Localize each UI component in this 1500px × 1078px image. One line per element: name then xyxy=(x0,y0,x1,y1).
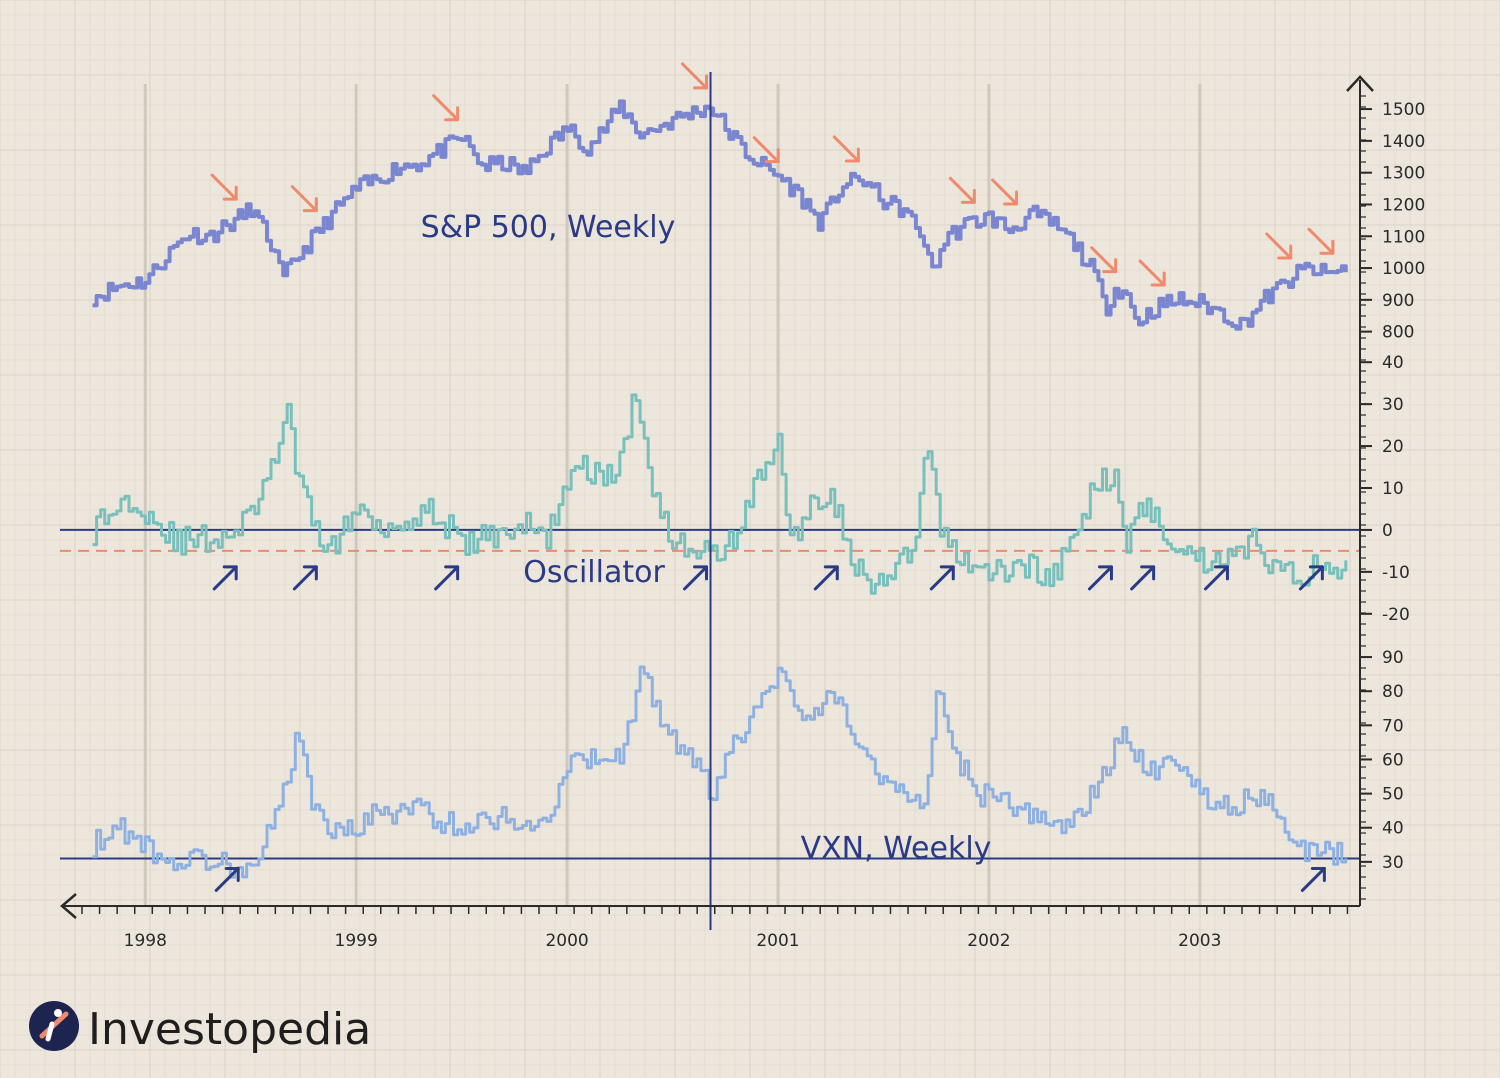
vxn-buy-signal-arrows xyxy=(214,866,1326,892)
y-tick-label: -10 xyxy=(1382,563,1410,583)
y-tick-label: 20 xyxy=(1382,437,1404,457)
buy-arrow-icon xyxy=(1087,565,1113,591)
buy-signal-arrows xyxy=(212,565,1324,591)
y-tick-label: 30 xyxy=(1382,853,1404,873)
y-tick-label: 10 xyxy=(1382,479,1404,499)
y-tick-label: 80 xyxy=(1382,682,1404,702)
sell-arrow-icon xyxy=(210,173,238,201)
y-axis xyxy=(1346,75,1374,906)
buy-arrow-icon xyxy=(292,565,318,591)
sell-arrow-icon xyxy=(1138,259,1166,287)
y-tick-label: 800 xyxy=(1382,323,1414,343)
sell-arrow-icon xyxy=(432,94,460,122)
sell-arrow-icon xyxy=(752,136,780,164)
buy-arrow-icon xyxy=(214,866,240,892)
y-tick-label: 1500 xyxy=(1382,100,1425,120)
buy-arrow-icon xyxy=(813,565,839,591)
y-tick-label: 70 xyxy=(1382,716,1404,736)
sp500-series-line xyxy=(92,99,1348,331)
x-tick-label: 2002 xyxy=(967,931,1010,951)
x-axis-arrow-icon xyxy=(60,893,77,919)
x-axis: 1998 1999 2000 2001 2002 2003 xyxy=(60,893,1360,951)
investopedia-logo-icon xyxy=(29,1001,79,1051)
brand-logo: Investopedia xyxy=(29,1001,371,1055)
x-tick-label: 2000 xyxy=(545,931,588,951)
sell-arrow-icon xyxy=(991,178,1019,206)
buy-arrow-icon xyxy=(1203,565,1229,591)
brand-name: Investopedia xyxy=(88,1004,371,1055)
buy-arrow-icon xyxy=(212,565,238,591)
y-tick-label: -20 xyxy=(1382,605,1410,625)
vxn-y-axis-ticks: 30 40 50 60 70 80 90 xyxy=(1360,648,1404,873)
oscillator-y-axis-ticks: -20 -10 0 10 20 30 40 xyxy=(1360,353,1410,625)
year-gridlines xyxy=(143,84,1202,906)
oscillator-series-line xyxy=(92,393,1348,595)
y-tick-label: 1200 xyxy=(1382,195,1425,215)
sell-arrow-icon xyxy=(1307,227,1335,255)
y-tick-label: 1300 xyxy=(1382,164,1425,184)
y-axis-arrow-icon xyxy=(1346,75,1374,92)
buy-arrow-icon xyxy=(683,565,709,591)
y-tick-label: 40 xyxy=(1382,353,1404,373)
sell-signal-arrows xyxy=(210,62,1335,287)
y-tick-label: 900 xyxy=(1382,291,1414,311)
sell-arrow-icon xyxy=(290,185,318,213)
x-tick-label: 1998 xyxy=(124,931,167,951)
buy-arrow-icon xyxy=(929,565,955,591)
x-tick-label: 2003 xyxy=(1178,931,1221,951)
buy-arrow-icon xyxy=(1300,866,1326,892)
y-tick-label: 1000 xyxy=(1382,259,1425,279)
y-tick-label: 50 xyxy=(1382,785,1404,805)
vxn-series-line xyxy=(92,665,1348,879)
buy-arrow-icon xyxy=(434,565,460,591)
buy-arrow-icon xyxy=(1298,565,1324,591)
y-tick-label: 60 xyxy=(1382,750,1404,770)
y-tick-label: 0 xyxy=(1382,521,1393,541)
sp500-panel: S&P 500, Weekly 800 900 1000 1100 1200 1300 14… xyxy=(92,62,1425,343)
y-tick-label: 1100 xyxy=(1382,227,1425,247)
sell-arrow-icon xyxy=(1265,232,1293,260)
oscillator-title: Oscillator xyxy=(523,555,665,590)
vxn-title: VXN, Weekly xyxy=(801,831,992,866)
sell-arrow-icon xyxy=(948,176,976,204)
y-axis-minor-ticks xyxy=(1360,95,1366,900)
x-axis-labels: 1998 1999 2000 2001 2002 2003 xyxy=(124,931,1222,951)
sp500-title: S&P 500, Weekly xyxy=(421,210,676,245)
sell-arrow-icon xyxy=(1090,246,1118,274)
y-tick-label: 1400 xyxy=(1382,132,1425,152)
y-tick-label: 90 xyxy=(1382,648,1404,668)
buy-arrow-icon xyxy=(1130,565,1156,591)
y-tick-label: 40 xyxy=(1382,819,1404,839)
x-tick-label: 1999 xyxy=(335,931,378,951)
x-axis-ticks xyxy=(81,906,1349,914)
sell-arrow-icon xyxy=(832,135,860,163)
x-tick-label: 2001 xyxy=(756,931,799,951)
y-tick-label: 30 xyxy=(1382,395,1404,415)
sell-arrow-icon xyxy=(681,62,709,90)
